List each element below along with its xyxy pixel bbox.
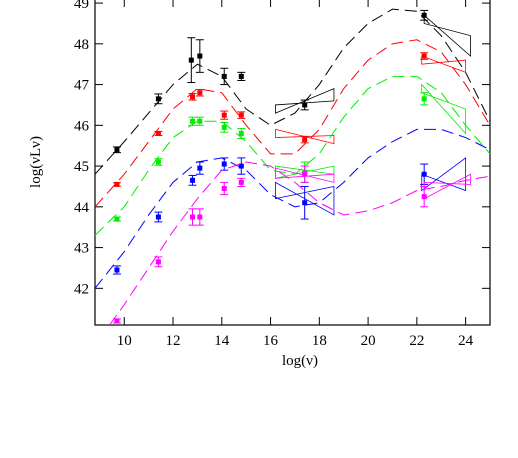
data-point <box>197 53 203 59</box>
data-point <box>221 161 227 167</box>
data-point <box>114 147 120 153</box>
x-tick-label: 16 <box>263 333 279 349</box>
data-point <box>238 130 244 136</box>
y-axis-label: log(νLν) <box>28 136 44 188</box>
data-point <box>155 159 161 165</box>
data-point <box>197 165 203 171</box>
data-point <box>302 137 308 143</box>
data-point <box>421 96 427 102</box>
bowtie <box>421 83 467 135</box>
y-tick-label: 48 <box>74 37 89 53</box>
data-point <box>114 181 120 187</box>
data-point <box>238 73 244 79</box>
x-tick-label: 20 <box>361 333 376 349</box>
x-tick-label: 24 <box>458 333 474 349</box>
data-point <box>221 124 227 130</box>
x-axis-label: log(ν) <box>282 353 318 369</box>
data-point <box>190 177 196 183</box>
data-point <box>114 267 120 273</box>
x-tick-label: 18 <box>312 333 327 349</box>
data-point <box>221 185 227 191</box>
bowtie <box>275 88 335 114</box>
data-point <box>238 112 244 118</box>
model-curve <box>94 8 491 175</box>
data-point <box>197 90 203 96</box>
model-curve <box>94 75 491 236</box>
data-point <box>421 12 427 18</box>
x-tick-label: 22 <box>409 333 424 349</box>
data-point <box>114 216 120 222</box>
y-tick-label: 46 <box>74 118 90 134</box>
data-point <box>114 318 120 324</box>
y-tick-label: 45 <box>74 159 89 175</box>
data-point <box>221 112 227 118</box>
data-point <box>188 57 194 63</box>
data-point <box>421 53 427 59</box>
x-tick-label: 12 <box>166 333 181 349</box>
data-point <box>302 171 308 177</box>
bowtie <box>421 55 467 73</box>
bowtie <box>275 167 335 183</box>
data-point <box>421 194 427 200</box>
data-point <box>421 171 427 177</box>
y-tick-label: 43 <box>74 241 89 257</box>
data-point <box>155 214 161 220</box>
data-point <box>155 259 161 265</box>
model-curve <box>94 39 491 208</box>
data-point <box>190 118 196 124</box>
bowtie <box>421 157 467 192</box>
data-point <box>302 102 308 108</box>
bowtie <box>275 128 335 145</box>
data-point <box>221 73 227 79</box>
y-tick-label: 47 <box>74 78 90 94</box>
data-point <box>302 200 308 206</box>
data-point <box>197 214 203 220</box>
y-tick-label: 42 <box>74 281 89 297</box>
data-point <box>190 94 196 100</box>
x-tick-label: 10 <box>117 333 132 349</box>
data-point <box>238 163 244 169</box>
plot-frame <box>94 0 491 326</box>
y-tick-label: 44 <box>74 200 90 216</box>
data-point <box>197 118 203 124</box>
bowtie <box>423 14 471 57</box>
x-tick-label: 14 <box>214 333 230 349</box>
data-point <box>155 96 161 102</box>
model-curve <box>94 128 491 289</box>
y-tick-label: 49 <box>74 0 89 12</box>
data-point <box>238 179 244 185</box>
data-point <box>155 130 161 136</box>
model-curve <box>109 161 491 326</box>
data-point <box>190 214 196 220</box>
bowtie <box>275 181 335 216</box>
